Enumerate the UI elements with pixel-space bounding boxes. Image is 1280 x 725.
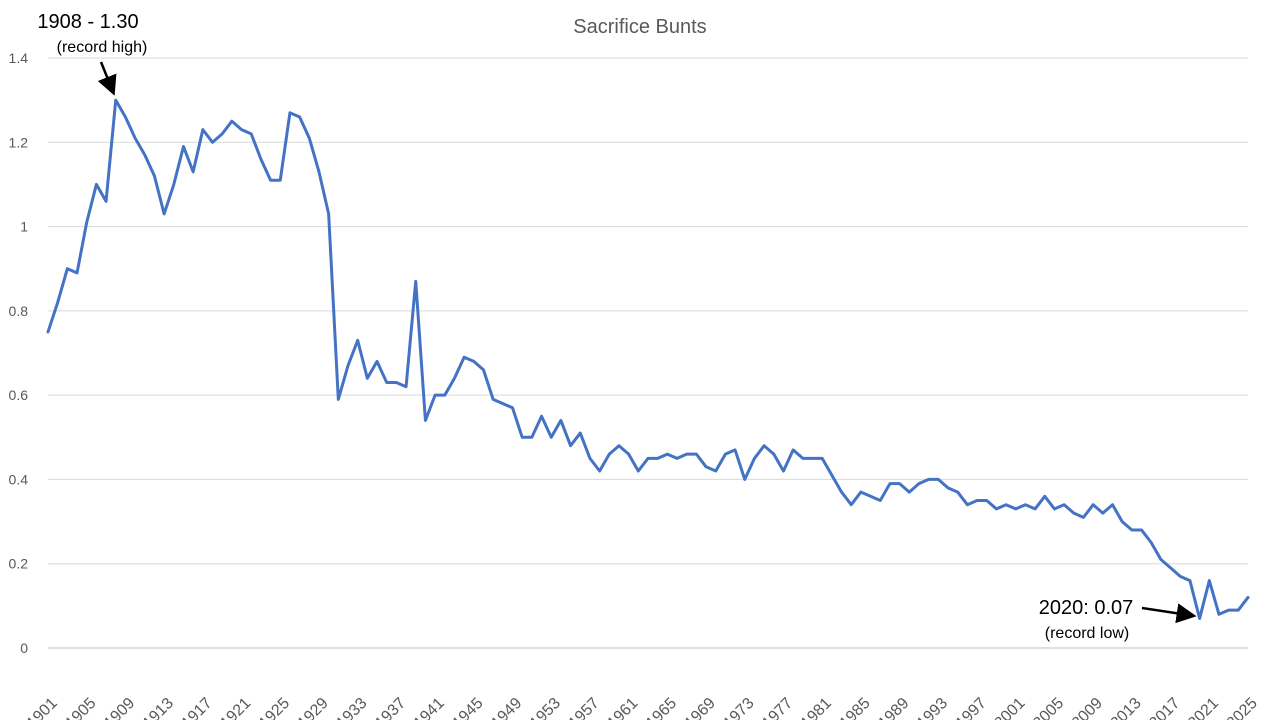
x-tick-label: 1921	[217, 695, 254, 720]
y-tick-label: 0.8	[9, 303, 29, 319]
x-tick-label: 1997	[953, 695, 990, 720]
x-tick-label: 1917	[178, 695, 215, 720]
x-tick-label: 1925	[256, 695, 293, 720]
y-axis: 0 0.2 0.4 0.6 0.8 1 1.2 1.4	[9, 50, 29, 656]
y-tick-label: 0.4	[9, 471, 29, 487]
x-tick-label: 2017	[1146, 695, 1183, 720]
x-tick-label: 1937	[372, 695, 409, 720]
x-tick-label: 1941	[411, 695, 448, 720]
y-tick-label: 1.2	[9, 134, 29, 150]
series-line	[48, 100, 1248, 618]
x-tick-label: 1969	[682, 695, 719, 720]
y-tick-label: 1.4	[9, 50, 29, 66]
x-tick-label: 1949	[488, 695, 525, 720]
y-tick-label: 0	[20, 640, 28, 656]
x-tick-label: 1953	[527, 695, 564, 720]
x-tick-label: 1993	[914, 695, 951, 720]
gridlines	[48, 58, 1248, 564]
x-tick-label: 1977	[759, 695, 796, 720]
x-tick-label: 1913	[140, 695, 177, 720]
x-tick-label: 1985	[837, 695, 874, 720]
y-tick-label: 0.2	[9, 556, 29, 572]
chart-title: Sacrifice Bunts	[573, 16, 706, 38]
annotation-low-sublabel: (record low)	[1045, 625, 1129, 642]
x-tick-label: 1929	[295, 695, 332, 720]
annotation-high-arrow	[101, 62, 113, 91]
annotation-high-label: 1908 - 1.30	[37, 11, 138, 33]
x-tick-label: 2005	[1030, 695, 1067, 720]
annotation-low-label: 2020: 0.07	[1039, 597, 1134, 619]
x-tick-label: 1965	[643, 695, 680, 720]
x-tick-label: 2013	[1108, 695, 1145, 720]
x-tick-label: 1973	[720, 695, 757, 720]
x-tick-label: 2021	[1185, 695, 1222, 720]
x-tick-label: 1961	[604, 695, 641, 720]
series-layer	[48, 100, 1248, 619]
x-tick-label: 1957	[566, 695, 603, 720]
x-tick-label: 2009	[1069, 695, 1106, 720]
annotations: 1908 - 1.30 (record high) 2020: 0.07 (recor…	[37, 11, 1191, 642]
x-tick-label: 1905	[62, 695, 99, 720]
y-tick-label: 0.6	[9, 387, 29, 403]
x-tick-label: 2001	[991, 695, 1028, 720]
x-tick-label: 1945	[449, 695, 486, 720]
x-tick-label: 1909	[101, 695, 138, 720]
x-tick-label: 2025	[1224, 695, 1261, 720]
annotation-high-sublabel: (record high)	[57, 39, 148, 56]
x-tick-label: 1989	[875, 695, 912, 720]
annotation-low-arrow	[1142, 608, 1192, 616]
x-tick-label: 1981	[798, 695, 835, 720]
x-tick-label: 1901	[24, 695, 61, 720]
y-tick-label: 1	[20, 219, 28, 235]
x-tick-label: 1933	[333, 695, 370, 720]
